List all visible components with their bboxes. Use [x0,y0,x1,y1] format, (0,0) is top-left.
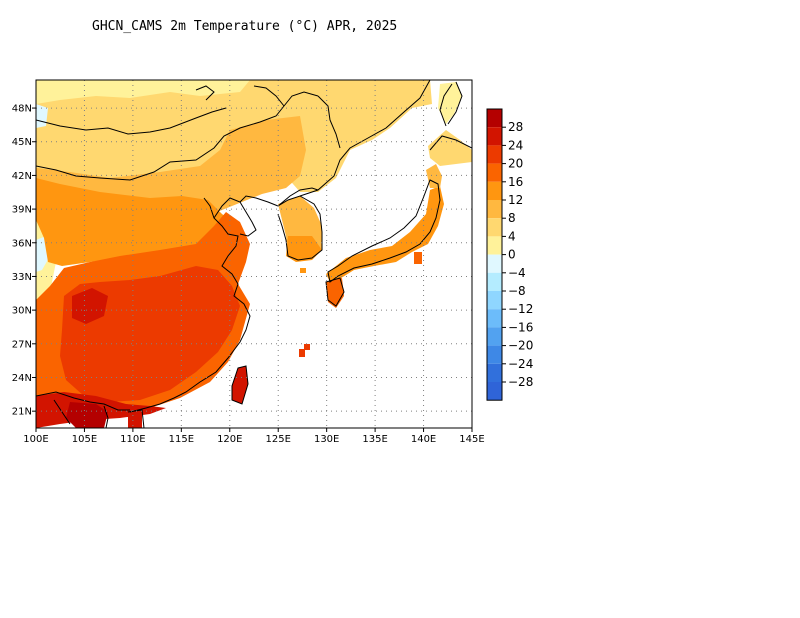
land-korea-south [286,236,322,262]
colorbar-swatch [487,345,502,364]
land-japan-honshu [326,186,444,282]
lon-tick-label: 120E [217,434,242,445]
china-mongolia-border [36,91,319,181]
colorbar-swatch [487,163,502,182]
colorbar-swatch [487,309,502,328]
lat-tick-label: 21N [12,407,32,418]
lon-tick-label: 135E [362,434,387,445]
hokkaido-coastline [429,135,472,151]
colorbar-swatch [487,291,502,310]
lat-tick-label: 33N [12,272,32,283]
china-vietnam-border [36,391,130,428]
temperature-field [36,80,472,428]
land-jeju [300,268,306,273]
colorbar-label: −4 [508,266,526,280]
taiwan-coastline [231,365,249,405]
colorbar-label: 4 [508,229,516,243]
lat-tick-label: 36N [12,238,32,249]
colorbar-swatch [487,109,502,128]
latitude-axis: 21N 24N 27N 30N 33N 36N 39N 42N 45N 48N [12,104,36,418]
lon-tick-label: 100E [23,434,48,445]
hainan-coastline [127,409,145,428]
land-hainan [128,410,142,428]
lat-tick-label: 45N [12,137,32,148]
lat-tick-label: 39N [12,205,32,216]
colorbar-swatch [487,327,502,346]
map-frame [35,79,473,429]
russia-coastline [299,80,431,197]
sakhalin-coastline [439,81,463,127]
colorbar-label: 28 [508,120,523,134]
lat-tick-label: 27N [12,339,32,350]
liaodong-coastline [239,195,279,207]
lon-tick-label: 115E [169,434,194,445]
colorbar-label: −28 [508,375,533,389]
colorbar-swatch [487,254,502,273]
kyushu-coastline [325,277,345,307]
colorbar-swatch [487,127,502,146]
bohai-coastline [213,197,257,237]
map-title: GHCN_CAMS 2m Temperature (°C) APR, 2025 [92,19,398,34]
china-korea-border [277,187,319,207]
colorbar-label: −20 [508,339,533,353]
lon-tick-label: 125E [266,434,291,445]
colorbar-swatch [487,145,502,164]
land-indochina-hottest [66,402,108,428]
colorbar-swatch [487,200,502,219]
mongolia-russia-border [36,107,227,135]
colorbar-label: 0 [508,248,516,262]
colorbar-swatch [487,218,502,237]
map-area [36,80,472,428]
land-sakhalin [438,82,462,124]
china-coastline [129,197,251,413]
nemuro-coastline [195,85,215,101]
colorbar-swatch [487,236,502,255]
lon-tick-label: 145E [459,434,484,445]
colorbar-label: 12 [508,193,523,207]
lat-tick-label: 30N [12,306,32,317]
grid-lines [36,80,472,428]
colorbar-label: −16 [508,320,533,334]
lon-tick-label: 110E [120,434,145,445]
lat-tick-label: 42N [12,171,32,182]
colorbar-label: 24 [508,138,523,152]
lon-tick-label: 130E [314,434,339,445]
colorbar-swatch [487,181,502,200]
colorbar-swatch [487,363,502,382]
land-japan-north [426,164,442,188]
colorbar-label: −24 [508,357,533,371]
colorbar-label: 16 [508,175,523,189]
lat-tick-label: 24N [12,373,32,384]
land-central-china-warm [36,178,246,266]
colorbar-label: −8 [508,284,526,298]
colorbar-label: 20 [508,157,523,171]
coastlines [36,80,472,428]
colorbar-label: 8 [508,211,516,225]
longitude-axis: 100E 105E 110E 115E 120E 125E 130E 135E 140E 145E [23,428,485,445]
colorbar-swatch-bottom [487,382,502,401]
land-okinawa-2 [304,344,310,350]
china-russia-border [253,85,341,149]
colorbar-swatch [487,272,502,291]
land-japan-south-cell [414,252,422,264]
japan-coastline [327,179,441,283]
land-sichuan-hot [72,288,108,324]
land-cold-patch-north [36,80,250,104]
lon-tick-label: 105E [72,434,97,445]
lat-tick-label: 48N [12,104,32,115]
land-okinawa [299,349,305,357]
colorbar: 28 24 20 16 12 8 4 0 −4 −8 −12 −16 −20 −24 −28 [486,108,533,401]
colorbar-label: −12 [508,302,533,316]
lon-tick-label: 140E [411,434,436,445]
